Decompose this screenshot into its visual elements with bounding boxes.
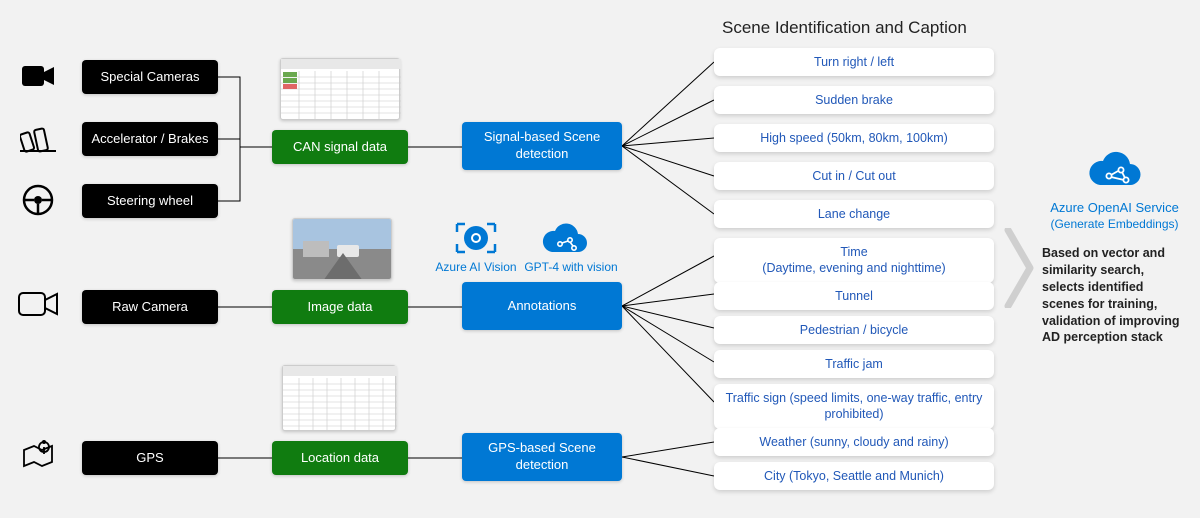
scene-traffic-jam: Traffic jam (714, 350, 994, 378)
chevron-right-icon (1004, 228, 1034, 308)
scene-time: Time (Daytime, evening and nighttime) (714, 238, 994, 283)
scene-sudden-brake: Sudden brake (714, 86, 994, 114)
can-signal-data: CAN signal data (272, 130, 408, 164)
image-data-thumbnail (292, 218, 392, 280)
video-camera-icon (18, 56, 58, 96)
scene-lane-change: Lane change (714, 200, 994, 228)
scene-weather: Weather (sunny, cloudy and rainy) (714, 428, 994, 456)
annotations-box: Annotations (462, 282, 622, 330)
azure-ai-vision-icon (448, 218, 504, 258)
pedals-icon (18, 118, 58, 158)
scene-city: City (Tokyo, Seattle and Munich) (714, 462, 994, 490)
azure-openai-sub: (Generate Embeddings) (1042, 217, 1187, 231)
image-data: Image data (272, 290, 408, 324)
location-data-thumbnail (282, 365, 396, 431)
source-steering-wheel: Steering wheel (82, 184, 218, 218)
azure-openai-icon (1042, 150, 1187, 192)
header-title: Scene Identification and Caption (722, 18, 967, 38)
source-accelerator-brakes: Accelerator / Brakes (82, 122, 218, 156)
source-raw-camera: Raw Camera (82, 290, 218, 324)
azure-ai-vision-label: Azure AI Vision (426, 260, 526, 274)
gpt4-vision-icon (540, 222, 590, 258)
scene-tunnel: Tunnel (714, 282, 994, 310)
right-panel: Azure OpenAI Service (Generate Embedding… (1042, 150, 1187, 346)
location-data: Location data (272, 441, 408, 475)
camera-outline-icon (18, 284, 58, 324)
scene-high-speed: High speed (50km, 80km, 100km) (714, 124, 994, 152)
scene-cut-in-out: Cut in / Cut out (714, 162, 994, 190)
gps-scene-detection: GPS-based Scene detection (462, 433, 622, 481)
signal-scene-detection: Signal-based Scene detection (462, 122, 622, 170)
azure-openai-title: Azure OpenAI Service (1042, 200, 1187, 215)
scene-turn: Turn right / left (714, 48, 994, 76)
map-pin-icon (18, 434, 58, 474)
can-data-thumbnail (280, 58, 400, 120)
source-special-cameras: Special Cameras (82, 60, 218, 94)
steering-wheel-icon (18, 180, 58, 220)
scene-traffic-sign: Traffic sign (speed limits, one-way traf… (714, 384, 994, 429)
source-gps: GPS (82, 441, 218, 475)
right-description: Based on vector and similarity search, s… (1042, 245, 1187, 346)
gpt4-vision-label: GPT-4 with vision (516, 260, 626, 274)
scene-pedestrian: Pedestrian / bicycle (714, 316, 994, 344)
